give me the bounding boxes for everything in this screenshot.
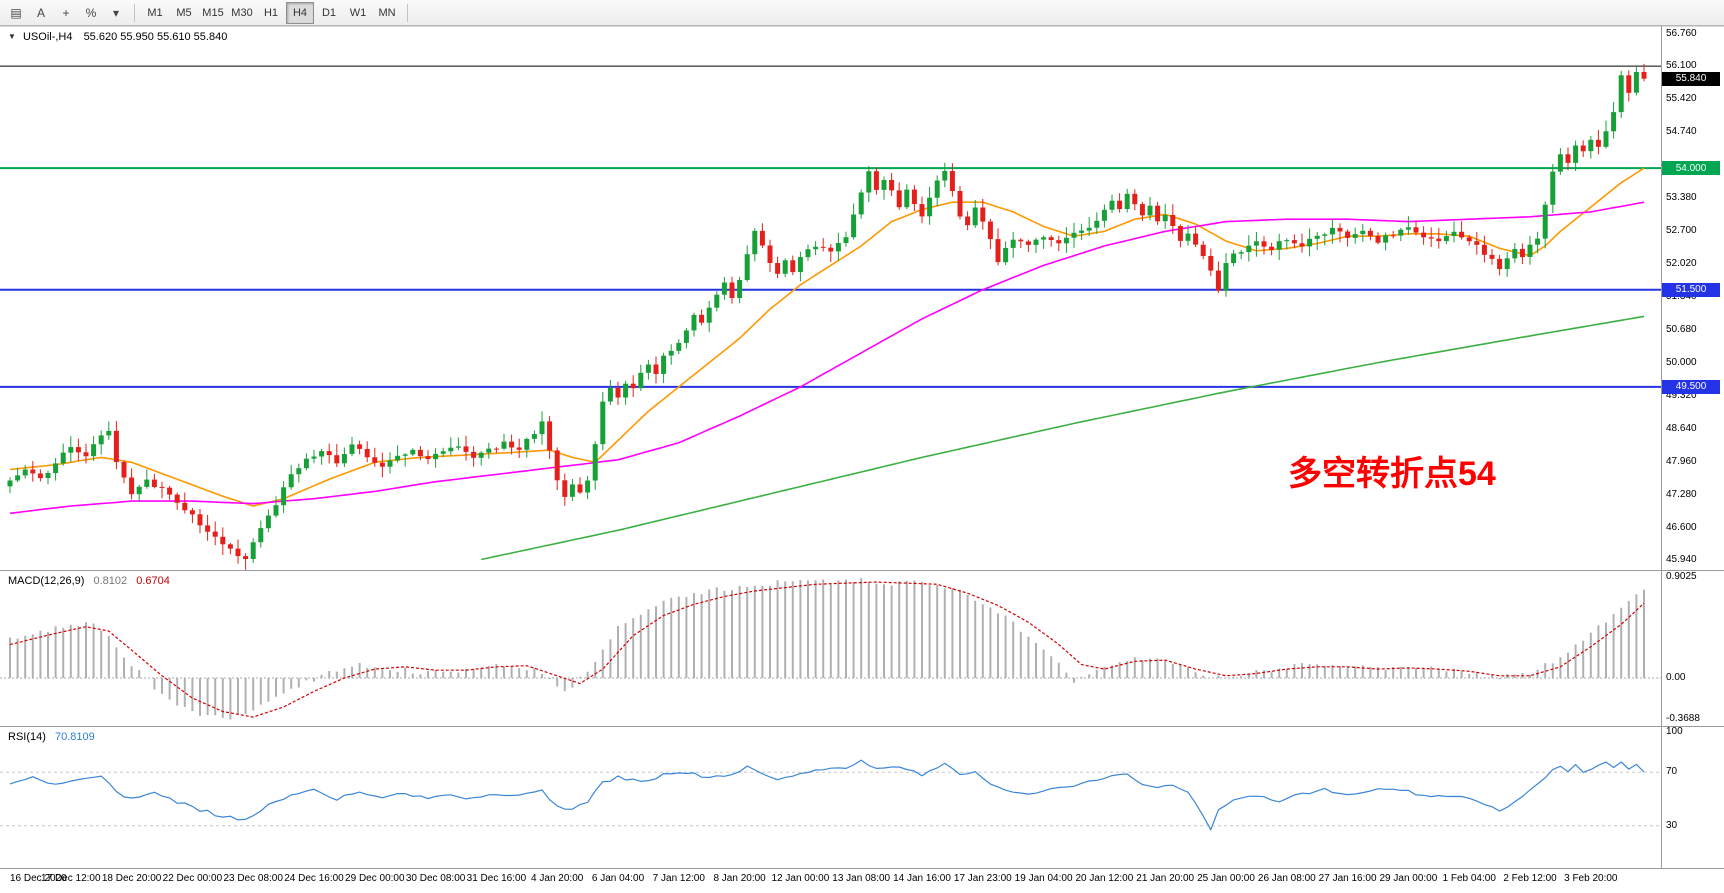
ma-slow-green — [481, 315, 1645, 561]
timeframe-buttons-group: M1 M5 M15 M30 H1 H4 D1 W1 MN — [141, 1, 401, 24]
ma-fast-orange — [9, 167, 1645, 507]
line-studies-tool[interactable]: % — [85, 5, 97, 20]
timeframe-button-d1[interactable]: D1 — [321, 6, 337, 19]
crosshair-tool[interactable]: + — [62, 5, 70, 20]
timeframe-button-m30[interactable]: M30 — [231, 6, 253, 19]
panel-separators — [0, 25, 1724, 869]
timeframe-button-mn[interactable]: MN — [378, 6, 396, 19]
chart-tools-group: ▤ A +% ▾ — [4, 2, 128, 24]
toolbar-separator — [407, 3, 408, 22]
timeframe-button-m1[interactable]: M1 — [147, 6, 163, 19]
dropdown-caret-icon[interactable]: ▾ — [112, 5, 120, 20]
timeframe-button-h4[interactable]: H4 — [286, 1, 314, 24]
toolbar-separator — [134, 3, 135, 22]
price-level-lines — [0, 65, 1661, 388]
top-toolbar: ▤ A +% ▾ M1 M5 M15 M30 H1 H4 D1 W1 MN — [0, 0, 1724, 26]
moving-averages-layer — [9, 167, 1645, 561]
macd-layer — [0, 578, 1661, 720]
timeframe-button-w1[interactable]: W1 — [349, 6, 367, 19]
text-label-tool[interactable]: A — [36, 5, 45, 20]
chart-window-tool[interactable]: ▤ — [10, 5, 22, 20]
rsi-layer — [0, 759, 1661, 832]
timeframe-button-h1[interactable]: H1 — [263, 6, 279, 19]
timeframe-button-m15[interactable]: M15 — [202, 6, 224, 19]
candles-layer — [7, 63, 1647, 570]
timeframe-button-m5[interactable]: M5 — [176, 6, 192, 19]
ma-medium-magenta — [9, 201, 1645, 515]
